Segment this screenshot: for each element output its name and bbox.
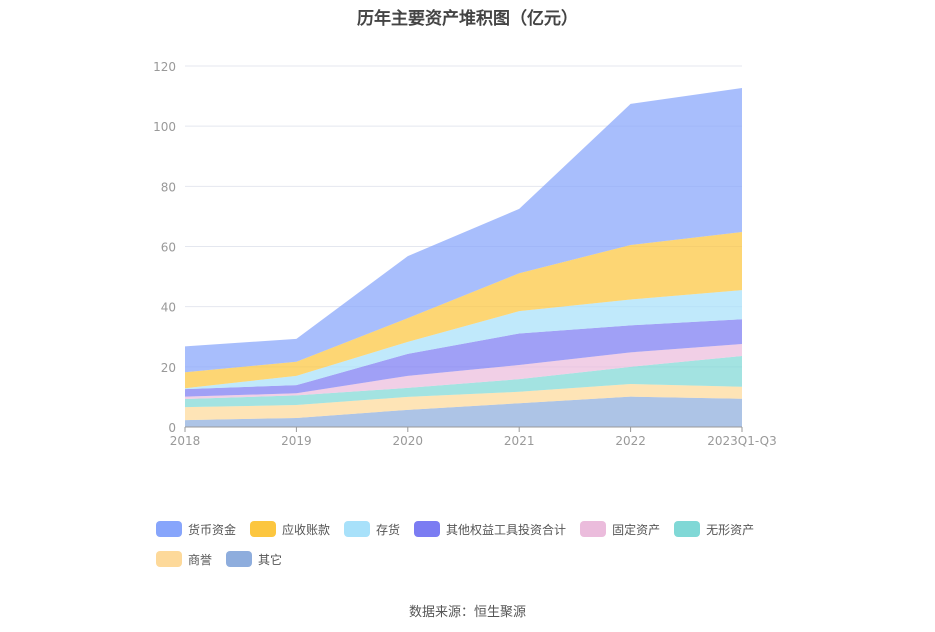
legend-label: 商誉 [188,552,213,567]
area-2 [185,356,742,408]
legend-label: 固定资产 [612,522,661,537]
legend-swatch [156,551,182,567]
y-tick-label: 80 [161,180,176,194]
legend-item[interactable]: 存货 [344,520,400,538]
legend-label: 应收账款 [282,522,331,537]
legend-item[interactable]: 其他权益工具投资合计 [414,520,566,538]
legend-label: 无形资产 [706,522,755,537]
x-tick-label: 2018 [170,434,201,448]
legend-swatch [580,521,607,537]
x-tick-label: 2022 [615,434,646,448]
y-tick-label: 100 [153,120,176,134]
area-7 [185,87,742,373]
y-tick-label: 40 [161,301,176,315]
x-tick-label: 2021 [504,434,535,448]
source-note: 数据来源：恒生聚源 [408,605,526,620]
area-4 [185,319,742,397]
x-tick-label: 2020 [393,434,424,448]
y-tick-label: 0 [168,421,176,435]
area-3 [185,343,742,400]
y-tick-label: 60 [161,241,176,255]
area-1 [185,383,742,421]
area-6 [185,232,742,389]
legend-swatch [674,521,701,537]
legend-item[interactable]: 无形资产 [674,520,754,538]
legend-label: 存货 [376,522,401,537]
x-tick-label: 2019 [281,434,312,448]
legend-label: 货币资金 [188,522,237,537]
legend-swatch [226,551,253,567]
legend-item[interactable]: 应收账款 [250,520,330,538]
legend-label: 其它 [258,552,283,567]
legend-swatch [344,521,371,537]
area-0 [185,396,742,427]
legend-swatch [250,521,277,537]
y-tick-label: 20 [161,361,176,375]
legend-item[interactable]: 其它 [226,550,282,568]
y-tick-label: 120 [153,60,176,74]
legend-swatch [156,521,182,537]
legend-item[interactable]: 商誉 [156,550,212,568]
legend-item[interactable]: 固定资产 [580,520,660,538]
stacked-area-chart: 0 20 40 60 80 100 120 2018 2019 2020 2021 2022 2023Q… [153,60,777,448]
legend-swatch [414,521,441,537]
x-tick-label: 2023Q1-Q3 [707,434,776,448]
legend-label: 其他权益工具投资合计 [446,522,567,537]
chart-title: 历年主要资产堆积图（亿元） [357,9,578,29]
area-5 [185,290,742,390]
legend: 货币资金 应收账款 存货 其他权益工具投资合计 固定资产 无形资产商誉 其它 [156,520,816,580]
legend-item[interactable]: 货币资金 [156,520,236,538]
